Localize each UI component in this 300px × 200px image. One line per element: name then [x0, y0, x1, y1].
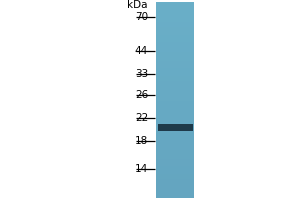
Text: kDa: kDa	[128, 0, 148, 10]
Text: 33: 33	[135, 69, 148, 79]
Text: 26: 26	[135, 90, 148, 100]
Text: 18: 18	[135, 136, 148, 146]
Text: 14: 14	[135, 164, 148, 174]
Text: 44: 44	[135, 46, 148, 56]
Text: 22: 22	[135, 113, 148, 123]
Text: 70: 70	[135, 12, 148, 22]
Bar	[158, 123, 193, 130]
